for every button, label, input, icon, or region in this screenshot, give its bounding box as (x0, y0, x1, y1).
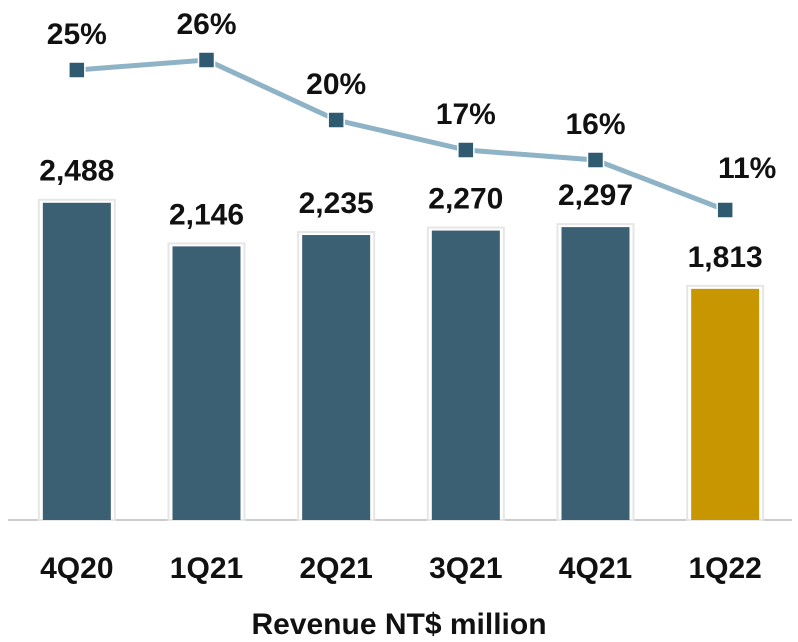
bar (172, 246, 241, 520)
data-label: 2,235 (299, 187, 374, 220)
marker (716, 201, 734, 219)
x-tick-label: 1Q22 (688, 552, 761, 585)
x-tick-label: 4Q20 (40, 552, 113, 585)
data-label: 2,270 (428, 182, 503, 215)
line (76, 57, 727, 213)
chart-title: Revenue NT$ million (251, 608, 546, 641)
x-tick-label: 4Q21 (559, 552, 632, 585)
data-label: 11% (718, 152, 776, 185)
bar (561, 227, 630, 520)
x-tick-label: 2Q21 (299, 552, 372, 585)
marker (68, 61, 86, 79)
marker (586, 151, 605, 169)
data-label: 17% (436, 98, 496, 131)
bar (302, 235, 371, 520)
data-label: 2,488 (39, 155, 114, 188)
data-label: 26% (176, 8, 236, 41)
data-label: 2,297 (558, 179, 633, 212)
bar (691, 288, 760, 520)
x-tick-label: 3Q21 (429, 552, 502, 585)
data-label: 25% (47, 18, 107, 51)
data-label: 2,146 (169, 198, 244, 231)
bar (42, 202, 111, 520)
marker (197, 51, 216, 69)
data-label: 20% (306, 68, 366, 101)
marker (457, 141, 475, 159)
bar (431, 230, 500, 520)
marker (327, 111, 345, 129)
x-tick-label: 1Q21 (170, 552, 243, 585)
data-label: 1,813 (688, 241, 763, 274)
data-label: 16% (565, 108, 625, 141)
